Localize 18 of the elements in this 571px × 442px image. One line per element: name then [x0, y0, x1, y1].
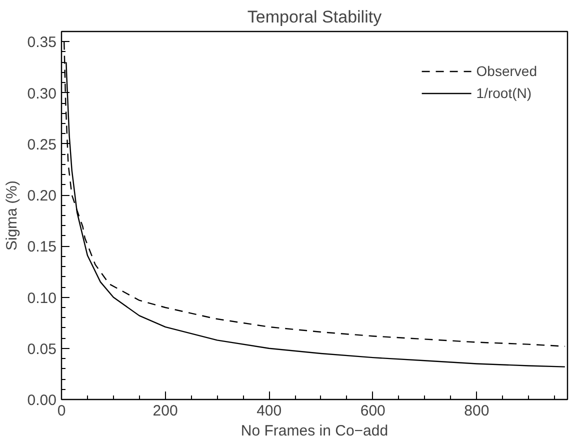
legend-label: Observed: [476, 63, 537, 79]
y-tick-label: 0.15: [27, 238, 57, 256]
x-tick-label: 600: [360, 402, 386, 420]
y-axis-title: Sigma (%): [3, 180, 20, 251]
y-tick-label: 0.35: [27, 34, 57, 52]
x-tick-label: 800: [464, 402, 490, 420]
y-tick-label: 0.25: [27, 136, 57, 154]
x-tick-label: 200: [152, 402, 178, 420]
y-tick-label: 0.30: [27, 85, 57, 102]
legend-label: 1/root(N): [476, 85, 532, 101]
chart-title: Temporal Stability: [247, 8, 382, 26]
x-tick-label: 400: [256, 402, 282, 420]
y-tick-label: 0.05: [27, 340, 57, 358]
y-tick-label: 0.20: [27, 188, 57, 205]
y-tick-label: 0.10: [27, 290, 57, 307]
y-tick-label: 0.00: [27, 392, 57, 409]
x-tick-label: 0: [57, 402, 66, 420]
x-axis-title: No Frames in Co−add: [240, 422, 388, 440]
